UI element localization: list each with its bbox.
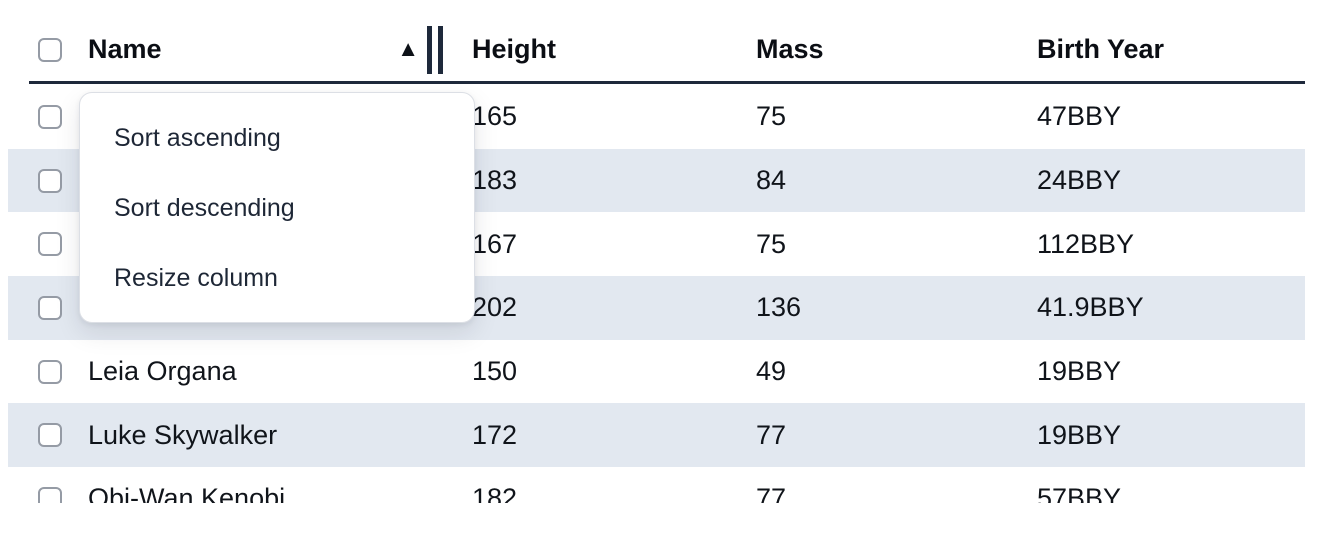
table-row[interactable]: 167 75 112BBY [8, 212, 1305, 276]
mass-cell: 49 [756, 356, 787, 387]
name-cell: Luke Skywalker [88, 419, 278, 450]
column-header-birth-year[interactable]: Birth Year [1037, 34, 1165, 64]
table-row[interactable]: Leia Organa 150 49 19BBY [8, 340, 1305, 404]
table-row[interactable]: 165 75 47BBY [8, 85, 1305, 149]
birth-year-cell: 41.9BBY [1037, 292, 1144, 323]
mass-cell: 136 [756, 292, 802, 323]
name-cell: Obi-Wan Kenobi [88, 483, 286, 503]
birth-year-cell: 19BBY [1037, 356, 1122, 387]
row-checkbox[interactable] [38, 168, 62, 193]
column-header-height[interactable]: Height [472, 34, 556, 64]
column-header-mass[interactable]: Mass [756, 34, 824, 64]
mass-cell: 77 [756, 483, 787, 503]
mass-cell: 75 [756, 101, 787, 132]
mass-cell: 84 [756, 165, 787, 196]
height-cell: 172 [472, 419, 518, 450]
birth-year-cell: 57BBY [1037, 483, 1122, 503]
column-menu: Sort ascending Sort descending Resize co… [79, 92, 475, 323]
menu-item-sort-descending[interactable]: Sort descending [114, 193, 295, 222]
table-viewport: Name ▲ Height Mass Birth Year 165 75 47B… [8, 0, 1305, 503]
birth-year-cell: 112BBY [1037, 228, 1135, 259]
select-all-cell [8, 37, 72, 62]
menu-item-resize-column[interactable]: Resize column [114, 263, 278, 292]
column-header-name-label: Name [88, 34, 162, 64]
height-cell: 150 [472, 356, 518, 387]
menu-item-sort-ascending[interactable]: Sort ascending [114, 123, 281, 152]
row-checkbox[interactable] [38, 232, 62, 257]
table-header-row: Name ▲ Height Mass Birth Year [8, 0, 1305, 81]
row-checkbox[interactable] [38, 295, 62, 320]
birth-year-cell: 19BBY [1037, 419, 1122, 450]
row-checkbox[interactable] [38, 104, 62, 129]
name-cell: Leia Organa [88, 356, 237, 387]
height-cell: 202 [472, 292, 518, 323]
row-checkbox[interactable] [38, 359, 62, 384]
mass-cell: 75 [756, 228, 787, 259]
sort-ascending-icon: ▲ [397, 35, 419, 61]
column-header-name[interactable]: Name ▲ [72, 25, 456, 74]
row-checkbox[interactable] [38, 486, 62, 503]
height-cell: 167 [472, 228, 518, 259]
birth-year-cell: 24BBY [1037, 165, 1122, 196]
table-row[interactable]: Luke Skywalker 172 77 19BBY [8, 403, 1305, 468]
birth-year-cell: 47BBY [1037, 101, 1122, 132]
height-cell: 183 [472, 165, 518, 196]
height-cell: 165 [472, 101, 518, 132]
height-cell: 182 [472, 483, 518, 503]
table-row[interactable]: Obi-Wan Kenobi 182 77 57BBY [8, 467, 1305, 503]
header-divider [29, 81, 1305, 84]
select-all-checkbox[interactable] [38, 37, 62, 62]
column-resize-handle[interactable] [427, 25, 443, 74]
mass-cell: 77 [756, 419, 787, 450]
row-checkbox[interactable] [38, 423, 62, 448]
